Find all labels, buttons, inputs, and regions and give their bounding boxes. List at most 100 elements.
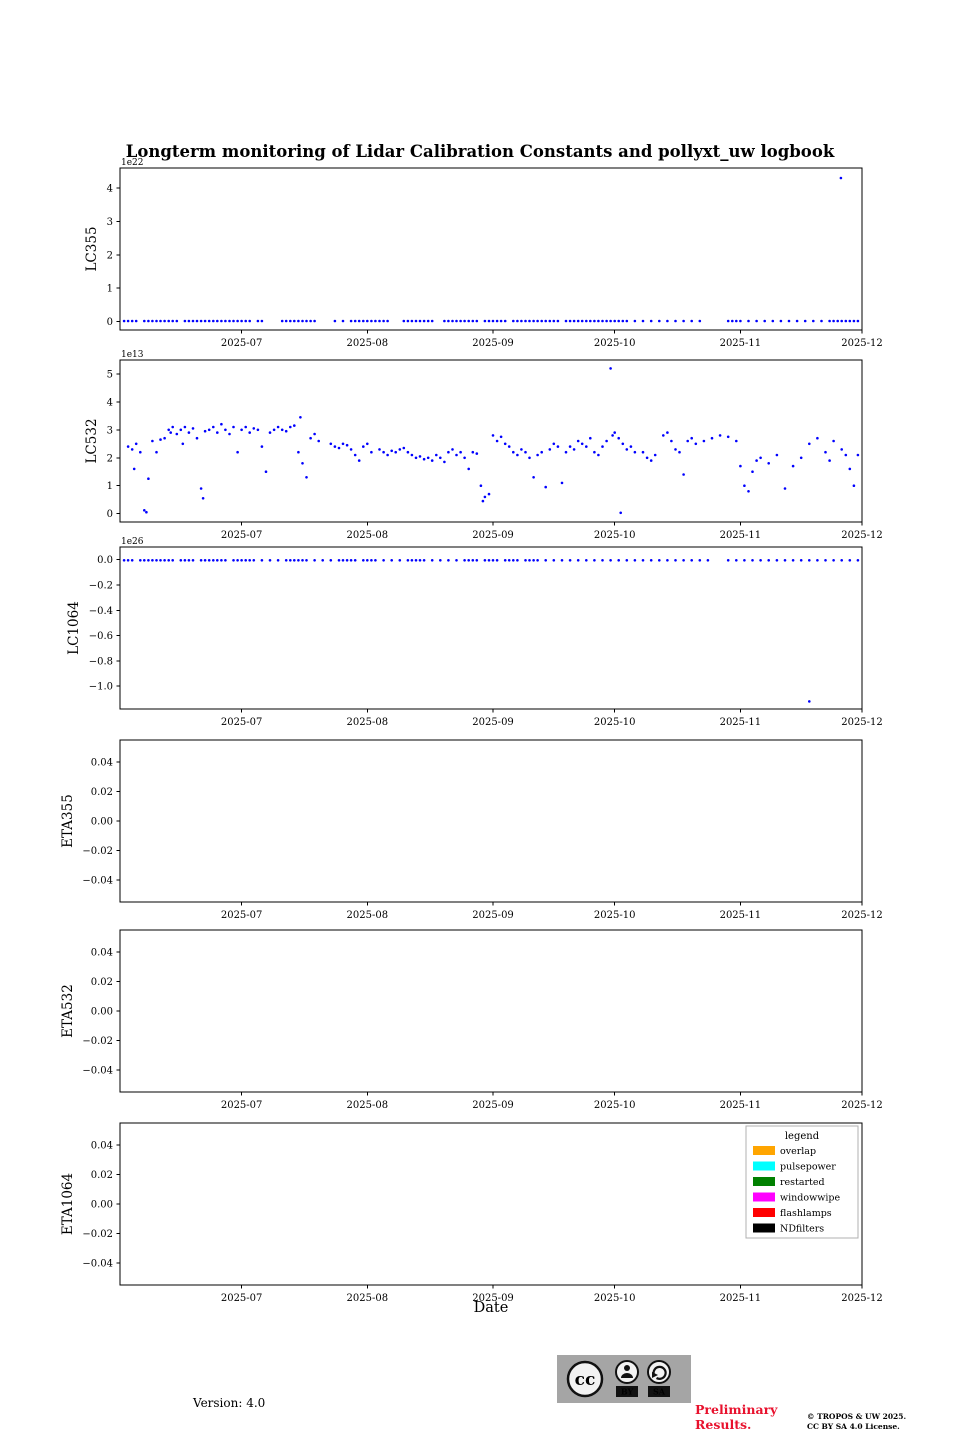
scatter-point (706, 559, 710, 562)
scatter-point (212, 319, 215, 323)
scatter-point (240, 559, 243, 562)
scatter-point (455, 319, 458, 323)
scatter-point (167, 559, 170, 562)
scatter-point (852, 484, 856, 487)
scatter-point (439, 456, 442, 460)
scatter-point (248, 431, 251, 434)
scatter-point (284, 429, 288, 433)
scatter-point (832, 439, 835, 443)
y-tick-label: 0 (107, 509, 113, 520)
scatter-point (735, 559, 738, 562)
scatter-point (309, 319, 312, 323)
scatter-point (617, 436, 620, 440)
scatter-point (167, 428, 170, 432)
scatter-point (418, 455, 422, 458)
scatter-point (224, 428, 227, 432)
y-tick-label: 0.00 (91, 1200, 113, 1211)
scatter-point (653, 453, 657, 457)
scatter-point (155, 450, 158, 454)
scatter-point (503, 559, 507, 562)
x-tick-label: 2025-07 (221, 1293, 263, 1304)
scatter-point (422, 559, 426, 562)
scatter-point (305, 476, 308, 479)
scatter-point (410, 453, 414, 457)
scatter-point (191, 427, 195, 430)
scatter-point (617, 319, 620, 323)
scatter-point (252, 559, 256, 562)
y-axis-label: ETA1064 (60, 1173, 76, 1235)
scatter-point (560, 559, 564, 562)
scatter-point (216, 431, 219, 434)
scatter-point (134, 319, 138, 323)
plot-box (119, 167, 863, 331)
subplot-eta355: 2025-07 2025-08 2025-09 2025-10 2025-11 2025-… (60, 739, 883, 921)
scatter-point (735, 439, 738, 443)
scatter-point (313, 432, 316, 436)
scatter-point (726, 319, 730, 323)
scatter-point (726, 559, 730, 562)
x-tick-label: 2025-11 (720, 717, 762, 728)
scatter-point (649, 459, 653, 462)
sa-arrow-head (652, 1372, 658, 1378)
scatter-point (726, 435, 730, 439)
scatter-point (662, 434, 665, 437)
scatter-point (621, 319, 625, 323)
scatter-point (597, 453, 600, 457)
scatter-point (605, 439, 608, 443)
x-tick-label: 2025-07 (221, 1100, 263, 1111)
scatter-point (252, 427, 256, 430)
scatter-point (264, 470, 268, 473)
scatter-point (130, 559, 134, 562)
scatter-point (341, 559, 345, 562)
scatter-point (345, 443, 349, 447)
y-tick-label: 2 (107, 250, 113, 261)
scatter-point (163, 319, 166, 323)
scatter-point (390, 449, 394, 453)
scatter-point (528, 559, 531, 562)
scatter-point (848, 559, 852, 562)
legend-swatch-NDfilters (753, 1223, 775, 1233)
scatter-point (524, 319, 527, 323)
scatter-point (799, 456, 803, 460)
scatter-point (540, 450, 543, 454)
scatter-point (203, 319, 207, 323)
scatter-point (536, 319, 539, 323)
scatter-point (293, 424, 296, 427)
scatter-point (179, 559, 183, 562)
y-tick-label: 3 (107, 217, 113, 228)
scatter-point (532, 476, 535, 479)
x-tick-label: 2025-12 (841, 1293, 883, 1304)
scatter-point (755, 459, 758, 462)
scatter-point (816, 436, 819, 440)
scatter-point (418, 319, 422, 323)
scatter-point (528, 319, 531, 323)
scatter-point (203, 559, 207, 562)
scatter-point (349, 559, 353, 562)
legend-swatch-overlap (753, 1146, 775, 1155)
scatter-point (839, 176, 843, 180)
sa-arrow-arc (652, 1365, 667, 1380)
scatter-point (430, 459, 434, 462)
scatter-point (791, 559, 795, 562)
x-tick-label: 2025-12 (841, 717, 883, 728)
cc-logo-icon (566, 1360, 604, 1398)
scatter-point (601, 445, 604, 448)
y-tick-label: 0.02 (91, 977, 113, 988)
scatter-point (349, 448, 353, 451)
scatter-point (297, 319, 300, 323)
scatter-point (212, 425, 215, 429)
by-person-body (621, 1373, 633, 1378)
legend-swatch-restarted (753, 1177, 775, 1186)
scatter-point (414, 456, 418, 460)
plot-box (119, 359, 863, 523)
scatter-point (293, 559, 296, 562)
scatter-point (791, 464, 795, 468)
x-tick-label: 2025-10 (594, 1100, 636, 1111)
scatter-point (353, 319, 357, 323)
scatter-point (739, 464, 742, 468)
scatter-point (232, 559, 235, 562)
scatter-point (471, 450, 475, 454)
y-tick-label: 0.00 (91, 817, 113, 828)
scatter-point (175, 319, 179, 323)
scatter-point (694, 442, 698, 446)
